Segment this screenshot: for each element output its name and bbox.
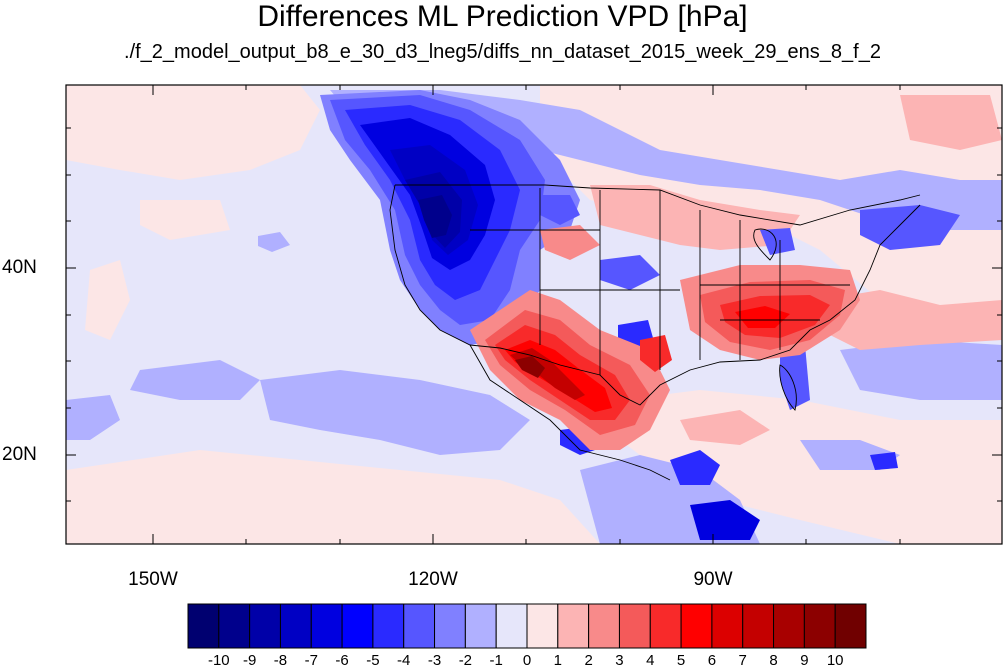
colorbar-tick-label: 9 bbox=[800, 652, 809, 669]
colorbar-swatch bbox=[711, 603, 744, 649]
colorbar-swatch bbox=[187, 603, 220, 649]
colorbar bbox=[187, 603, 867, 649]
colorbar-tick-label: 8 bbox=[769, 652, 778, 669]
colorbar-tick-label: 7 bbox=[738, 652, 747, 669]
figure-subtitle: ./f_2_model_output_b8_e_30_d3_lneg5/diff… bbox=[124, 41, 881, 63]
colorbar-swatch bbox=[588, 603, 620, 649]
colorbar-swatch bbox=[649, 603, 682, 649]
colorbar-tick-label: -3 bbox=[427, 652, 442, 669]
colorbar-swatch bbox=[310, 603, 343, 649]
colorbar-swatch bbox=[403, 603, 436, 649]
colorbar-tick-label: 3 bbox=[615, 652, 624, 669]
colorbar-tick-label: -2 bbox=[458, 652, 473, 669]
lat-label-40n: 40N bbox=[2, 257, 37, 278]
colorbar-swatch bbox=[557, 603, 590, 649]
colorbar-tick-label: 2 bbox=[584, 652, 593, 669]
lon-label-120w: 120W bbox=[408, 569, 458, 590]
colorbar-tick-label: -8 bbox=[273, 652, 288, 669]
political-boundaries bbox=[389, 184, 921, 481]
colorbar-swatch bbox=[495, 603, 528, 649]
lat-label-20n: 20N bbox=[2, 444, 37, 465]
colorbar-tick-label: -4 bbox=[397, 652, 411, 669]
map-frame bbox=[65, 84, 1003, 545]
lon-label-90w: 90W bbox=[693, 569, 733, 590]
colorbar-swatch bbox=[341, 603, 374, 649]
figure-title: Differences ML Prediction VPD [hPa] bbox=[257, 0, 748, 33]
lon-label-150w: 150W bbox=[128, 569, 178, 590]
colorbar-swatch bbox=[249, 603, 281, 649]
colorbar-swatch bbox=[803, 603, 836, 649]
vpd-difference-field bbox=[66, 85, 1002, 544]
colorbar-tick-label: -7 bbox=[304, 652, 318, 669]
colorbar-swatch bbox=[464, 603, 497, 649]
colorbar-swatch bbox=[773, 603, 805, 649]
colorbar-swatch bbox=[434, 603, 466, 649]
colorbar-swatch bbox=[218, 603, 251, 649]
colorbar-tick-label: 6 bbox=[707, 652, 717, 669]
colorbar-swatch bbox=[834, 603, 867, 649]
colorbar-swatch bbox=[372, 603, 405, 649]
colorbar-tick-label: -10 bbox=[207, 652, 230, 669]
colorbar-tick-label: -6 bbox=[335, 652, 349, 669]
colorbar-tick-label: 5 bbox=[676, 652, 686, 669]
colorbar-swatch bbox=[279, 603, 312, 649]
colorbar-swatch bbox=[526, 603, 559, 649]
colorbar-swatch bbox=[618, 603, 651, 649]
colorbar-tick-label: 1 bbox=[553, 652, 562, 669]
colorbar-tick-label: 4 bbox=[646, 652, 655, 669]
colorbar-tick-label: -9 bbox=[242, 652, 257, 669]
colorbar-swatch bbox=[742, 603, 775, 649]
colorbar-tick-label: -1 bbox=[489, 652, 503, 669]
colorbar-tick-label: 10 bbox=[826, 652, 844, 669]
colorbar-tick-label: -5 bbox=[366, 652, 380, 669]
colorbar-swatch bbox=[680, 603, 713, 649]
colorbar-tick-label: 0 bbox=[522, 652, 532, 669]
